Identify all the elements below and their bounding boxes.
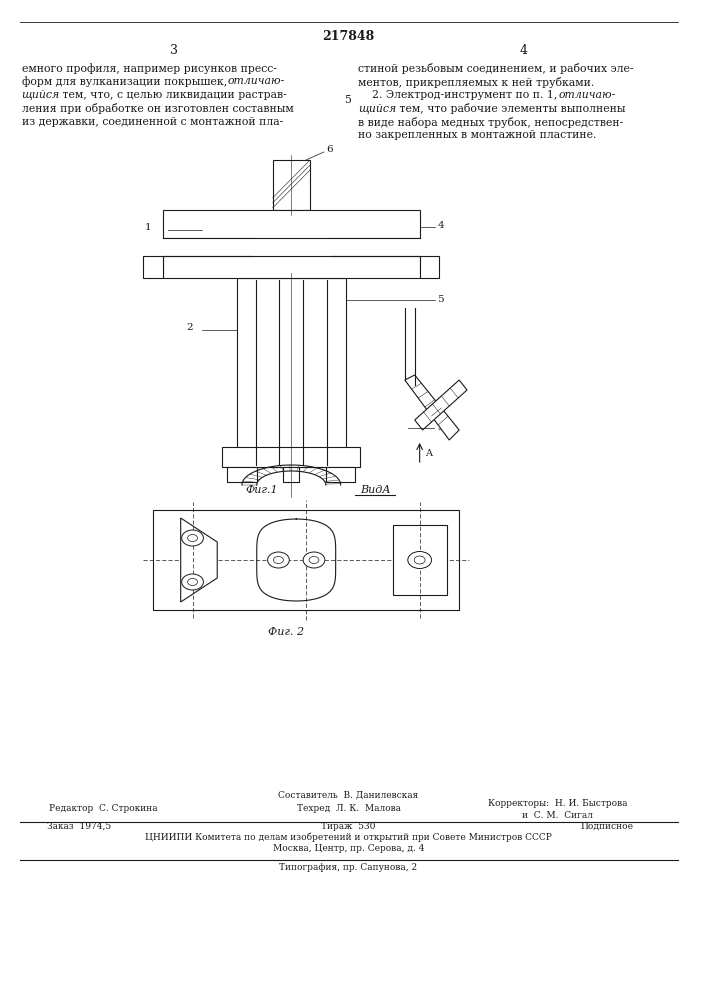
Text: ментов, прикрепляемых к ней трубками.: ментов, прикрепляемых к ней трубками. xyxy=(358,77,595,88)
Bar xyxy=(153,510,459,610)
Text: 4: 4 xyxy=(438,221,444,230)
Text: 2. Электрод-инструмент по п. 1,: 2. Электрод-инструмент по п. 1, xyxy=(358,90,561,100)
Ellipse shape xyxy=(182,574,204,590)
Text: и  С. М.  Сигал: и С. М. Сигал xyxy=(522,811,593,820)
Text: но закрепленных в монтажной пластине.: но закрепленных в монтажной пластине. xyxy=(358,130,597,140)
Text: форм для вулканизации покрышек,: форм для вулканизации покрышек, xyxy=(22,77,230,87)
Bar xyxy=(163,238,252,256)
Text: тем, что, с целью ликвидации растрав-: тем, что, с целью ликвидации растрав- xyxy=(59,90,287,100)
Text: щийся: щийся xyxy=(358,104,397,114)
Text: из державки, соединенной с монтажной пла-: из державки, соединенной с монтажной пла… xyxy=(22,117,283,127)
Ellipse shape xyxy=(414,556,425,564)
Bar xyxy=(331,238,420,256)
Ellipse shape xyxy=(408,552,431,568)
Text: A: A xyxy=(425,448,431,458)
Text: Фиг.1: Фиг.1 xyxy=(245,485,278,495)
Text: Тираж  530: Тираж 530 xyxy=(322,822,375,831)
Text: Москва, Центр, пр. Серова, д. 4: Москва, Центр, пр. Серова, д. 4 xyxy=(273,844,424,853)
Bar xyxy=(420,256,439,278)
Bar xyxy=(163,210,420,238)
Text: тем, что рабочие элементы выполнены: тем, что рабочие элементы выполнены xyxy=(396,104,626,114)
Bar xyxy=(237,278,346,467)
Text: Техред  Л. К.  Малова: Техред Л. К. Малова xyxy=(296,804,401,813)
Ellipse shape xyxy=(267,552,289,568)
Text: Составитель  В. Данилевская: Составитель В. Данилевская xyxy=(279,791,419,800)
Bar xyxy=(326,467,356,482)
Polygon shape xyxy=(181,518,217,602)
Text: 6: 6 xyxy=(326,145,332,154)
Bar xyxy=(227,467,257,482)
Text: в виде набора медных трубок, непосредствен-: в виде набора медных трубок, непосредств… xyxy=(358,117,624,128)
Text: щийся: щийся xyxy=(22,90,60,100)
Ellipse shape xyxy=(303,552,325,568)
Ellipse shape xyxy=(309,556,319,564)
Ellipse shape xyxy=(187,578,197,585)
Text: стиной резьбовым соединением, и рабочих эле-: стиной резьбовым соединением, и рабочих … xyxy=(358,63,634,74)
Text: 5: 5 xyxy=(344,95,351,105)
Text: 3: 3 xyxy=(438,424,444,432)
Bar xyxy=(284,467,299,482)
Bar xyxy=(272,160,310,210)
Text: Подписное: Подписное xyxy=(580,822,633,831)
Text: Типография, пр. Сапунова, 2: Типография, пр. Сапунова, 2 xyxy=(279,863,418,872)
Text: Фиг. 2: Фиг. 2 xyxy=(268,627,305,637)
Text: ВидА: ВидА xyxy=(360,485,390,495)
Text: емного профиля, например рисунков пресс-: емного профиля, например рисунков пресс- xyxy=(22,63,276,74)
Text: Заказ  1974,5: Заказ 1974,5 xyxy=(47,822,111,831)
Text: ЦНИИПИ Комитета по делам изобретений и открытий при Совете Министров СССР: ЦНИИПИ Комитета по делам изобретений и о… xyxy=(145,832,552,842)
Text: 5: 5 xyxy=(438,296,444,304)
Text: отличаю-: отличаю- xyxy=(228,77,285,87)
Bar xyxy=(222,447,361,467)
Text: 217848: 217848 xyxy=(322,30,375,43)
Bar xyxy=(144,256,163,278)
Ellipse shape xyxy=(187,534,197,542)
Text: Корректоры:  Н. И. Быстрова: Корректоры: Н. И. Быстрова xyxy=(488,799,628,808)
Text: 1: 1 xyxy=(145,224,151,232)
Text: 3: 3 xyxy=(170,43,177,56)
Ellipse shape xyxy=(274,556,284,564)
Polygon shape xyxy=(405,375,459,440)
Ellipse shape xyxy=(182,530,204,546)
Text: 2: 2 xyxy=(186,324,193,332)
Text: Редактор  С. Строкина: Редактор С. Строкина xyxy=(49,804,158,813)
Text: отличаю-: отличаю- xyxy=(559,90,616,100)
Text: 4: 4 xyxy=(520,43,527,56)
Text: ления при обработке он изготовлен составным: ления при обработке он изготовлен состав… xyxy=(22,104,293,114)
Bar xyxy=(163,256,420,278)
Polygon shape xyxy=(415,380,467,430)
Bar xyxy=(393,525,448,595)
